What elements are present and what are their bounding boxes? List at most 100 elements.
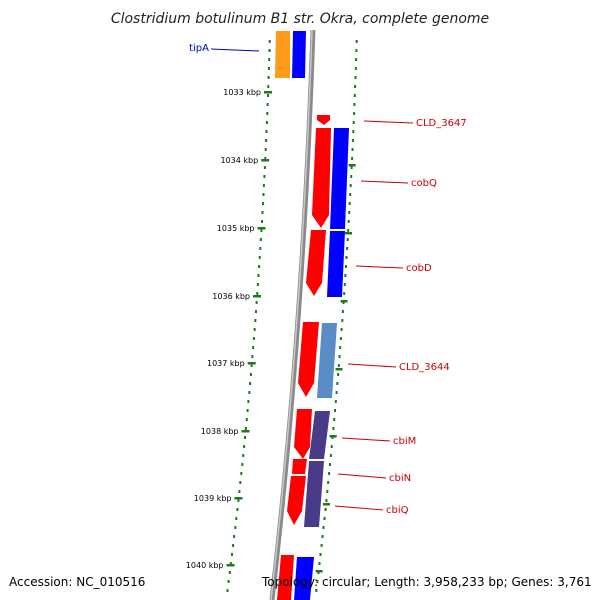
ring-dot [352,130,355,133]
ring-dot [262,193,265,196]
ring-dot [232,544,235,547]
cds-cbiQ [287,476,306,525]
ring-dot [267,67,270,70]
ring-dot [348,211,351,214]
cds-cobD [306,230,326,296]
purple-cds-1 [309,411,330,459]
right-ring-tick [340,300,348,303]
ring-dot [235,517,238,520]
map-title: Clostridium botulinum B1 str. Okra, comp… [111,11,489,27]
label-leader-line [363,120,414,124]
ring-dot [261,211,264,214]
genome-backbone [269,29,316,600]
ring-dot [328,472,331,475]
ring-dot [265,121,268,124]
ring-dot [265,139,268,142]
blue-cds-1 [330,128,349,229]
ring-dot [334,409,336,412]
ring-dot [228,571,231,574]
ring-dot [322,526,325,529]
ring-dot [268,40,271,43]
ring-dot [345,265,347,268]
ring-dot [256,283,259,286]
ring-dot [266,103,269,106]
ring-dot [234,526,237,529]
ring-dot [349,193,352,196]
ring-dot [259,238,262,241]
ring-dot [239,481,242,484]
ring-dot [333,418,336,421]
kbp-label: 1036 kbp [212,292,250,301]
scale: 1033 kbp 1034 kbp 1035 kbp 1036 kbp 1037 kbp… [186,88,356,573]
ring-dot [329,454,332,457]
right-ring-tick [348,164,356,167]
gene-label: cbiN [389,473,411,484]
label-leader-line [337,473,387,479]
ring-dot [355,49,358,52]
ring-dot [258,256,261,259]
ring-dot [259,247,262,250]
ring-dot [229,562,232,565]
ring-dot [319,553,322,556]
ring-dot [344,274,347,277]
kbp-label: 1034 kbp [220,156,258,165]
ring-dot [241,463,244,466]
ring-dot [246,409,249,412]
right-ring-tick [335,368,343,371]
ring-dot [335,391,338,394]
gene-features [275,31,349,600]
kbp-label: 1035 kbp [217,224,255,233]
right-ring-dots [315,40,358,592]
ring-dot [236,508,239,511]
ring-dot [263,175,266,178]
ring-dot [350,175,353,178]
ring-dot [350,166,353,169]
ring-dot [226,589,229,592]
right-ring-tick [315,570,323,573]
gene-label: CLD_3644 [399,362,450,373]
ring-dot [348,202,351,205]
right-ring-tick [323,503,330,506]
ring-dot [252,337,255,340]
ring-dot [227,580,230,583]
ring-dot [351,139,354,142]
ring-dot [264,148,267,151]
gene-label: cobQ [411,178,437,189]
ring-dot [354,85,357,88]
ring-dot [321,535,324,538]
blue-cds-tipA [292,31,306,78]
cds-cbiM [294,409,312,459]
gene-label: cbiQ [386,505,409,516]
gene-label: tipA [189,43,209,54]
accession-text: Accession: NC_010516 [9,575,145,589]
ring-dot [346,238,349,241]
ring-dot [351,157,354,160]
kbp-tick [253,295,261,298]
ring-dot [343,283,346,286]
ring-dot [355,58,358,61]
ring-dot [262,184,265,187]
kbp-label: 1038 kbp [201,427,239,436]
ring-dot [242,454,245,457]
ring-dot [343,292,346,295]
ring-dot [240,472,243,475]
ring-dot [324,508,327,511]
gene-label: cbiM [393,436,416,447]
kbp-tick [264,91,272,94]
gene-label: CLD_3647 [416,118,467,129]
label-leaders [210,48,414,511]
ring-dot [245,418,248,421]
ring-dot [263,166,266,169]
cds-cobQ [312,128,331,228]
gene-label: cobD [406,263,432,274]
kbp-tick [241,430,250,433]
orange-cds [275,31,290,78]
ring-dot [257,274,260,277]
ring-dot [244,427,247,430]
ring-dot [244,436,246,439]
ring-dot [254,319,257,322]
ring-dot [255,310,257,313]
ring-dot [352,121,355,124]
ring-dot [337,373,340,376]
